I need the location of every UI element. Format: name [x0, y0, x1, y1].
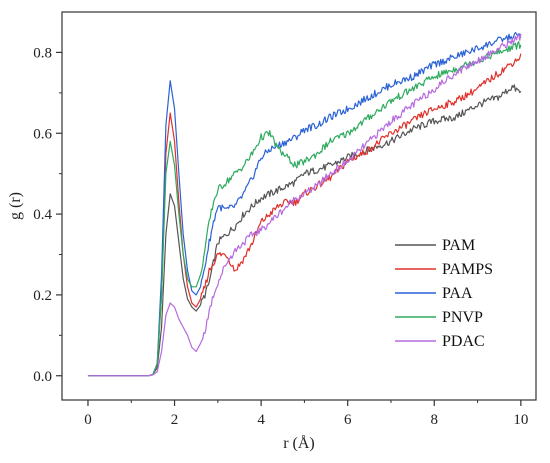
x-tick-label: 0: [84, 412, 92, 428]
x-tick-label: 8: [431, 412, 439, 428]
plot-frame: [61, 11, 537, 401]
legend-label-paa: PAA: [442, 285, 473, 302]
series-line-pamps: [87, 53, 522, 377]
y-tick-label: 0.6: [33, 126, 52, 142]
y-tick-label: 0.4: [33, 207, 52, 223]
x-tick-label: 2: [171, 412, 179, 428]
y-axis-title: g (r): [7, 192, 24, 220]
x-tick-label: 6: [344, 412, 352, 428]
series-line-pam: [87, 84, 522, 377]
legend-label-pam: PAM: [442, 237, 475, 254]
y-tick-label: 0.2: [33, 288, 52, 304]
legend-label-pdac: PDAC: [442, 333, 485, 350]
y-tick-label: 0.8: [33, 45, 52, 61]
series-line-pnvp: [87, 41, 522, 377]
x-tick-label: 4: [257, 412, 265, 428]
x-axis-title: r (Å): [283, 434, 315, 452]
y-tick-label: 0.0: [33, 369, 52, 385]
x-tick-label: 10: [513, 412, 528, 428]
legend-label-pnvp: PNVP: [442, 309, 483, 326]
series-line-paa: [87, 31, 522, 377]
legend: PAM PAMPS PAA PNVP PDAC: [395, 237, 493, 350]
legend-label-pamps: PAMPS: [442, 261, 493, 278]
series-line-pdac: [87, 33, 522, 377]
